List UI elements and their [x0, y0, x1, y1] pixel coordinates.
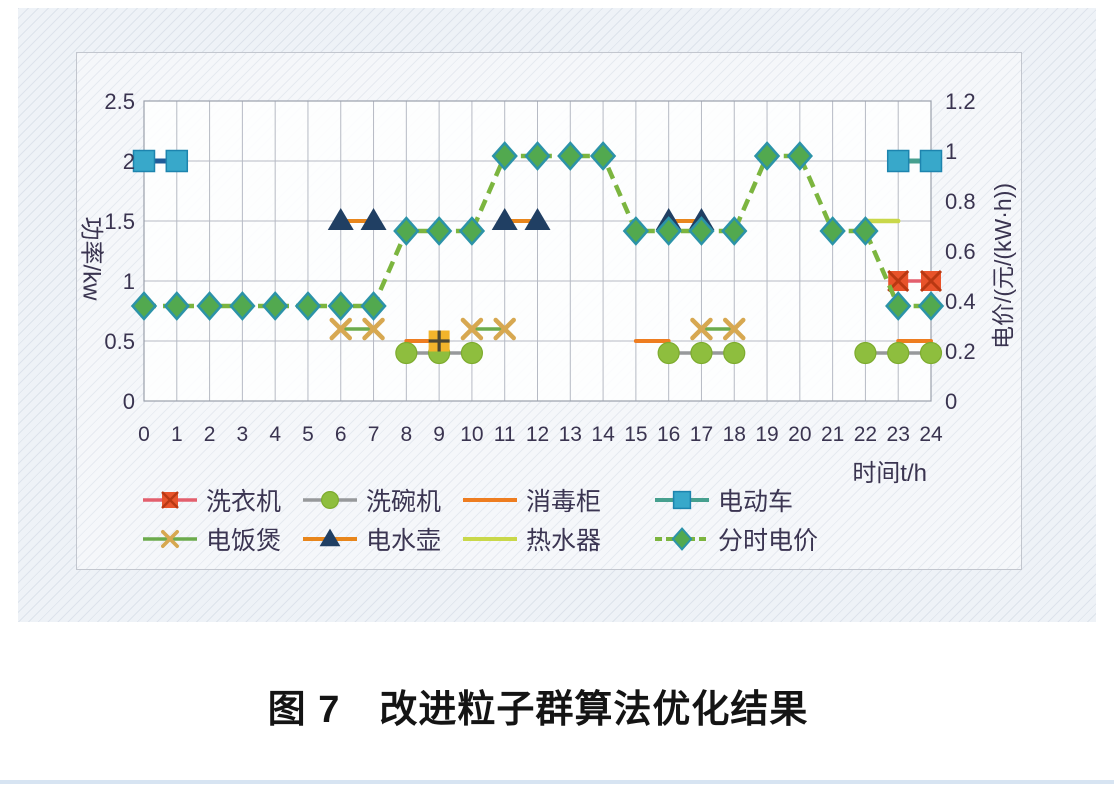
- svg-text:9: 9: [433, 423, 445, 446]
- svg-text:2: 2: [204, 423, 216, 446]
- ev-key-icon: [655, 490, 709, 510]
- svg-text:22: 22: [854, 423, 877, 446]
- figure-caption: 图 7 改进粒子群算法优化结果: [267, 689, 809, 731]
- legend-item-tou-price: 分时电价: [653, 524, 819, 555]
- svg-text:16: 16: [657, 423, 680, 446]
- svg-text:19: 19: [755, 423, 778, 446]
- svg-text:0.5: 0.5: [104, 329, 135, 354]
- svg-text:0: 0: [138, 423, 150, 446]
- legend-item-kettle: 电水壶: [301, 524, 442, 555]
- svg-text:0.6: 0.6: [945, 239, 976, 264]
- svg-text:2.5: 2.5: [104, 89, 135, 114]
- svg-text:24: 24: [919, 423, 943, 446]
- page-bottom-divider: [0, 780, 1114, 784]
- y-axis-title-power: 功率/kw: [77, 216, 105, 301]
- legend-label-rice-cooker: 电饭煲: [206, 527, 282, 555]
- svg-text:3: 3: [237, 423, 249, 446]
- svg-text:4: 4: [269, 423, 281, 446]
- svg-text:12: 12: [526, 423, 549, 446]
- legend-label-washer: 洗衣机: [206, 488, 282, 516]
- svg-text:1.2: 1.2: [945, 89, 976, 114]
- legend-label-kettle: 电水壶: [366, 527, 442, 555]
- legend-item-dishwasher: 洗碗机: [301, 485, 442, 516]
- legend-row-1: 洗衣机 洗碗机 消毒柜 电动车: [77, 485, 1023, 516]
- svg-text:14: 14: [591, 423, 615, 446]
- x-axis-title-time: 时间t/h: [852, 460, 927, 487]
- dishwasher-key-icon: [303, 491, 357, 509]
- svg-text:1: 1: [171, 423, 183, 446]
- svg-text:8: 8: [400, 423, 412, 446]
- svg-text:23: 23: [887, 423, 910, 446]
- svg-text:0.8: 0.8: [945, 189, 976, 214]
- water-heater-key-icon: [463, 537, 517, 541]
- svg-text:0: 0: [945, 389, 957, 414]
- legend-label-ev: 电动车: [718, 488, 794, 516]
- svg-text:1.5: 1.5: [104, 209, 135, 234]
- svg-text:1: 1: [123, 269, 135, 294]
- tou-price-key-icon: [655, 527, 709, 551]
- legend-label-tou-price: 分时电价: [718, 527, 819, 555]
- rice-cooker-key-icon: [143, 530, 197, 549]
- svg-text:20: 20: [788, 423, 811, 446]
- legend-item-water-heater: 热水器: [461, 524, 602, 555]
- svg-text:7: 7: [368, 423, 380, 446]
- legend-item-ev: 电动车: [653, 485, 794, 516]
- svg-text:21: 21: [821, 423, 844, 446]
- legend-item-rice-cooker: 电饭煲: [141, 524, 282, 555]
- legend-label-water-heater: 热水器: [526, 527, 602, 555]
- chart-canvas: 00.511.522.500.20.40.60.811.20 1 2 3 4 5 6 7 8 9 1…: [104, 89, 976, 446]
- legend-item-sterilizer: 消毒柜: [461, 485, 602, 516]
- svg-text:13: 13: [559, 423, 582, 446]
- svg-text:2: 2: [123, 149, 135, 174]
- svg-text:1: 1: [945, 139, 957, 164]
- svg-text:11: 11: [494, 423, 516, 446]
- washer-key-icon: [143, 491, 197, 509]
- figure-box: 0 0.5 1 1.5 2 2.5 0 0.2 0.4 0.6 0.8 1 1.2 0 1 2 3 4 5 6 7 8 9 1…: [76, 52, 1022, 570]
- svg-text:18: 18: [723, 423, 746, 446]
- svg-text:0.4: 0.4: [945, 289, 976, 314]
- svg-text:10: 10: [460, 423, 483, 446]
- kettle-key-icon: [303, 528, 357, 547]
- svg-text:6: 6: [335, 423, 347, 446]
- svg-text:5: 5: [302, 423, 314, 446]
- legend-label-sterilizer: 消毒柜: [526, 488, 602, 516]
- legend-row-2: 电饭煲 电水壶 热水器 分时电价: [77, 524, 1023, 555]
- svg-text:0: 0: [123, 389, 135, 414]
- svg-text:15: 15: [624, 423, 647, 446]
- legend-item-washer: 洗衣机: [141, 485, 282, 516]
- legend-label-dishwasher: 洗碗机: [366, 488, 442, 516]
- y-axis-title-price: 电价/(元/(kW·h)): [990, 182, 1016, 350]
- svg-text:17: 17: [690, 423, 713, 446]
- sterilizer-key-icon: [463, 498, 517, 502]
- svg-text:0.2: 0.2: [945, 339, 976, 364]
